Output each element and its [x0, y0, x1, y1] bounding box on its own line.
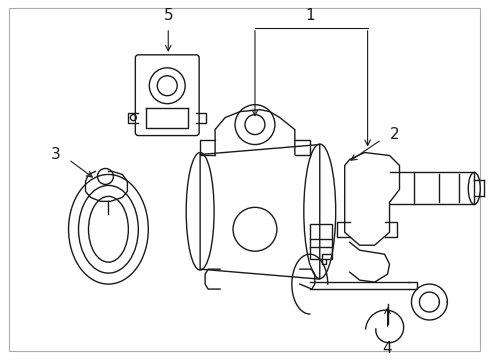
- Text: 4: 4: [382, 341, 391, 356]
- Text: 2: 2: [389, 127, 398, 142]
- Bar: [309, 224, 331, 259]
- Text: 1: 1: [305, 8, 314, 23]
- Text: 3: 3: [51, 147, 61, 162]
- Text: 5: 5: [163, 8, 173, 23]
